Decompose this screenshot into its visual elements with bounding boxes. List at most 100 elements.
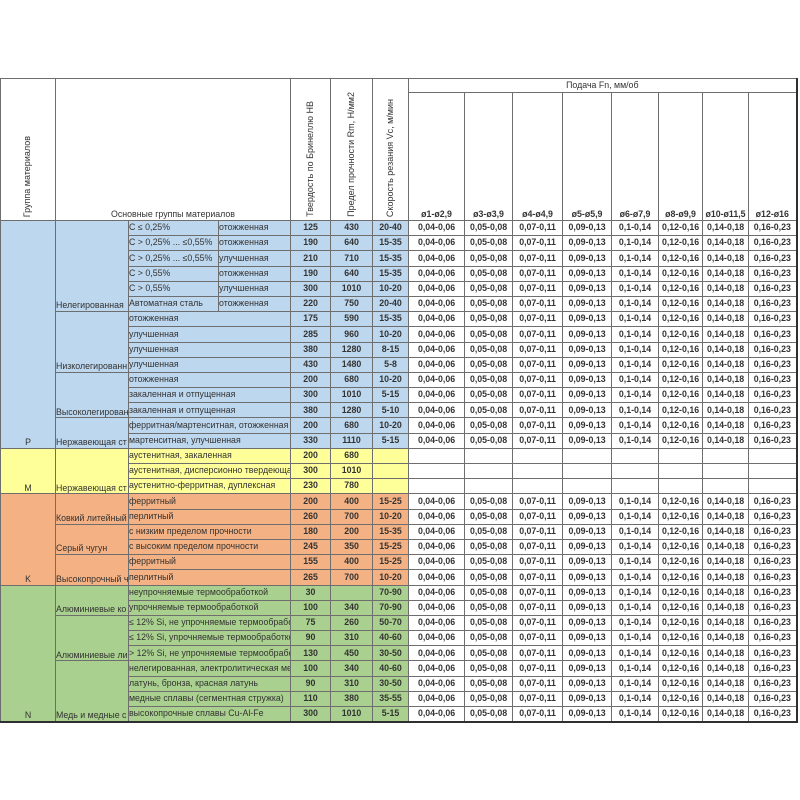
feed-cell: 0,1-0,14 <box>611 584 660 601</box>
feed-cell: 0,14-0,18 <box>702 295 750 313</box>
material-row: закаленная и отпущенная 300 1010 5-15 0,04-0… <box>1 387 798 404</box>
subgroup-cell: Нелегированная <box>55 219 129 313</box>
feed-cell: 0,1-0,14 <box>611 569 660 586</box>
feed-cell: 0,09-0,13 <box>562 235 613 252</box>
feed-cell: 0,14-0,18 <box>702 660 750 677</box>
feed-cell: 0,09-0,13 <box>562 584 613 601</box>
feed-cell: 0,14-0,18 <box>702 250 750 267</box>
material-row: мартенситная, улучшенная 330 1110 5-15 0,04-… <box>1 432 798 449</box>
feed-cell: 0,09-0,13 <box>562 417 613 434</box>
subgroup-cell: Низколегированн <box>55 311 129 373</box>
header-hardness-column: Твердость по Бринеллю НВ <box>290 78 332 221</box>
feed-cell: 0,04-0,06 <box>408 599 466 616</box>
speed-cell: 35-55 <box>372 690 410 708</box>
material-cell: ферритная/мартенситная, отожженная <box>127 417 292 434</box>
feed-cell: 0,1-0,14 <box>611 660 660 677</box>
feed-cell: 0,16-0,23 <box>748 554 798 571</box>
strength-cell: 700 <box>330 508 374 525</box>
feed-cell: 0,12-0,16 <box>658 493 704 510</box>
state-cell: отожженная <box>217 295 292 313</box>
feed-cell: 0,07-0,11 <box>512 311 564 328</box>
feed-cell: 0,12-0,16 <box>658 311 704 328</box>
material-row: медные сплавы (сегментная стружка) 110 380… <box>1 690 798 708</box>
strength-cell: 780 <box>330 478 374 495</box>
hardness-cell: 330 <box>290 432 332 449</box>
hardness-cell: 230 <box>290 478 332 495</box>
feed-cell: 0,07-0,11 <box>512 280 564 297</box>
feed-cell: 0,05-0,08 <box>464 219 514 237</box>
feed-cell: 0,09-0,13 <box>562 371 613 389</box>
speed-cell <box>372 462 410 480</box>
hardness-cell: 30 <box>290 584 332 601</box>
material-row: Высокопрочный ч ферритный 155 400 15-25 0,04-… <box>1 554 798 586</box>
header-diameter-row: ø1-ø2,9 ø3-ø3,9 ø4-ø4,9 ø5-ø5,9 ø6-ø7,9 ø8-ø9… <box>1 92 798 221</box>
state-cell: отожженная <box>217 235 292 252</box>
feed-cell: 0,09-0,13 <box>562 599 613 616</box>
feed-cell: 0,1-0,14 <box>611 250 660 267</box>
feed-cell: 0,09-0,13 <box>562 265 613 282</box>
strength-cell <box>330 584 374 601</box>
feed-cell: 0,14-0,18 <box>702 219 750 237</box>
feed-cell: 0,1-0,14 <box>611 295 660 313</box>
feed-cell <box>512 447 564 465</box>
feed-cell: 0,1-0,14 <box>611 402 660 419</box>
feed-cell: 0,16-0,23 <box>748 387 798 404</box>
feed-cell: 0,12-0,16 <box>658 250 704 267</box>
feed-cell: 0,05-0,08 <box>464 265 514 282</box>
material-row: C > 0,55% улучшенная 300 1010 10-20 0,04-0,06… <box>1 280 798 297</box>
feed-cell: 0,09-0,13 <box>562 614 613 632</box>
hardness-cell: 285 <box>290 326 332 343</box>
feed-cell: 0,07-0,11 <box>512 599 564 616</box>
feed-cell: 0,09-0,13 <box>562 493 613 510</box>
feed-cell: 0,16-0,23 <box>748 219 798 237</box>
feed-cell: 0,05-0,08 <box>464 402 514 419</box>
feed-cell: 0,05-0,08 <box>464 584 514 601</box>
feed-cell: 0,04-0,06 <box>408 538 466 556</box>
state-cell: отожженная <box>217 265 292 282</box>
speed-cell <box>372 478 410 495</box>
feed-cell: 0,07-0,11 <box>512 584 564 601</box>
feed-cell: 0,16-0,23 <box>748 341 798 358</box>
feed-cell: 0,05-0,08 <box>464 599 514 616</box>
speed-cell: 15-35 <box>372 235 410 252</box>
feed-cell: 0,09-0,13 <box>562 538 613 556</box>
feed-cell: 0,1-0,14 <box>611 235 660 252</box>
material-row: C > 0,55% отожженная 190 640 15-35 0,04-0,06 0… <box>1 265 798 282</box>
feed-cell <box>611 478 660 495</box>
strength-cell: 400 <box>330 493 374 510</box>
feed-cell: 0,04-0,06 <box>408 371 466 389</box>
feed-cell: 0,16-0,23 <box>748 584 798 601</box>
feed-cell: 0,1-0,14 <box>611 265 660 282</box>
header-speed-column: Скорость резания Vc, м/мин <box>372 78 410 221</box>
feed-cell: 0,12-0,16 <box>658 387 704 404</box>
feed-cell: 0,09-0,13 <box>562 554 613 571</box>
feed-cell: 0,14-0,18 <box>702 569 750 586</box>
feed-cell: 0,04-0,06 <box>408 630 466 647</box>
hardness-cell: 130 <box>290 645 332 662</box>
feed-cell: 0,04-0,06 <box>408 219 466 237</box>
feed-cell: 0,09-0,13 <box>562 508 613 525</box>
strength-cell: 640 <box>330 235 374 252</box>
header-diameter-cell: ø6-ø7,9 <box>611 92 660 221</box>
speed-cell: 20-40 <box>372 219 410 237</box>
strength-cell: 710 <box>330 250 374 267</box>
feed-cell: 0,09-0,13 <box>562 311 613 328</box>
feed-cell: 0,09-0,13 <box>562 341 613 358</box>
feed-cell: 0,16-0,23 <box>748 645 798 662</box>
feed-cell: 0,04-0,06 <box>408 660 466 677</box>
feed-cell: 0,09-0,13 <box>562 675 613 692</box>
material-cell: ферритный <box>127 554 292 571</box>
feed-cell: 0,1-0,14 <box>611 493 660 510</box>
feed-cell: 0,14-0,18 <box>702 705 750 723</box>
feed-cell: 0,12-0,16 <box>658 705 704 723</box>
feed-cell: 0,14-0,18 <box>702 280 750 297</box>
speed-cell: 10-20 <box>372 569 410 586</box>
material-row: перлитный 260 700 10-20 0,04-0,06 0,05-0,08 0,… <box>1 508 798 525</box>
feed-cell: 0,12-0,16 <box>658 584 704 601</box>
feed-cell: 0,12-0,16 <box>658 690 704 708</box>
feed-cell <box>702 478 750 495</box>
feed-cell: 0,09-0,13 <box>562 645 613 662</box>
feed-cell: 0,14-0,18 <box>702 508 750 525</box>
header-speed-label: Скорость резания Vc, м/мин <box>384 99 395 218</box>
material-cell: закаленная и отпущенная <box>127 387 292 404</box>
